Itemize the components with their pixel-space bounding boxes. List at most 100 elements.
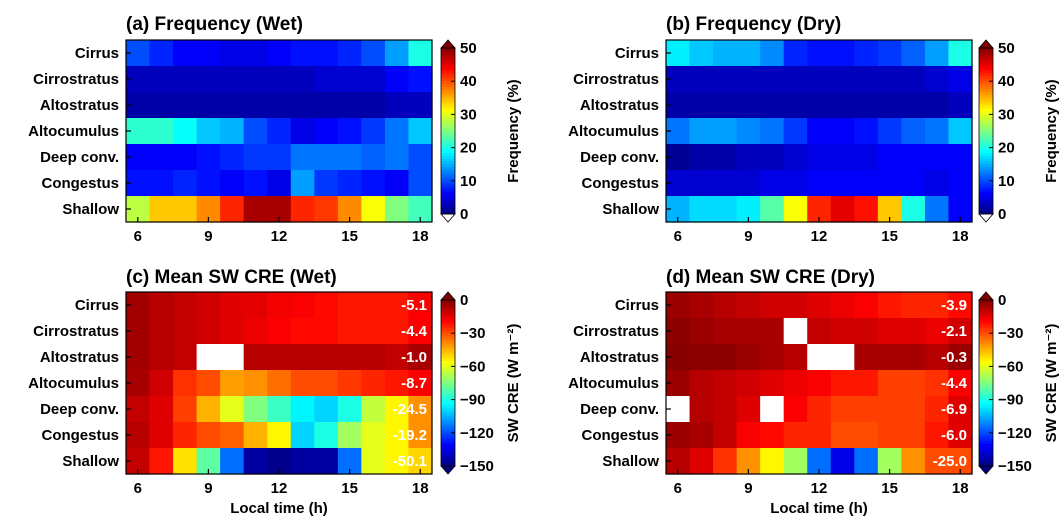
- heatmap-cell: [736, 66, 761, 93]
- colorbar-segment: [441, 191, 455, 196]
- colorbar-segment: [979, 410, 993, 415]
- colorbar-segment: [979, 369, 993, 373]
- heatmap-cell: [736, 344, 761, 371]
- heatmap-cell: [220, 118, 245, 145]
- colorbar-label: SW CRE (W m⁻²): [1043, 324, 1060, 443]
- colorbar-segment: [979, 388, 993, 392]
- heatmap-cell: [760, 40, 785, 67]
- colorbar-segment: [441, 330, 455, 334]
- heatmap-cell: [361, 292, 386, 319]
- colorbar-segment: [441, 327, 455, 332]
- heatmap-cell: [361, 196, 386, 223]
- heatmap-cell: [877, 66, 902, 93]
- heatmap-cell: [314, 92, 339, 119]
- heatmap-cell: [830, 292, 855, 319]
- heatmap-cell: [361, 118, 386, 145]
- colorbar-segment: [441, 369, 455, 373]
- colorbar-segment: [979, 202, 993, 207]
- x-tick-label: 6: [674, 228, 682, 245]
- heatmap-cell: [689, 92, 714, 119]
- heatmap-cell: [760, 118, 785, 145]
- heatmap-cell: [854, 292, 879, 319]
- heatmap-cell: [173, 40, 198, 67]
- colorbar-segment: [979, 194, 993, 198]
- colorbar-segment: [441, 150, 455, 154]
- heatmap-cell: [408, 370, 433, 397]
- colorbar-segment: [441, 308, 455, 312]
- colorbar-segment: [979, 158, 993, 163]
- heatmap-cell: [337, 92, 362, 119]
- colorbar-segment: [979, 211, 993, 215]
- colorbar-segment: [441, 430, 455, 434]
- colorbar-segment: [441, 183, 455, 187]
- heatmap-cell: [267, 344, 292, 371]
- colorbar-segment: [979, 111, 993, 115]
- colorbar-segment: [979, 103, 993, 107]
- heatmap-cell: [830, 370, 855, 397]
- heatmap-cell: [243, 344, 268, 371]
- heatmap-cell: [267, 318, 292, 345]
- heatmap-cell: [173, 318, 198, 345]
- heatmap-cell: [149, 144, 174, 171]
- colorbar-segment: [441, 56, 455, 60]
- colorbar-segment: [979, 454, 993, 459]
- heatmap-cell: [948, 370, 973, 397]
- heatmap-cell: [948, 344, 973, 371]
- heatmap-cell: [337, 40, 362, 67]
- heatmap-cell: [220, 318, 245, 345]
- heatmap-cell: [854, 344, 879, 371]
- heatmap-cell: [830, 118, 855, 145]
- colorbar-segment: [441, 48, 455, 52]
- heatmap-cell: [384, 40, 410, 67]
- colorbar-segment: [441, 61, 455, 66]
- heatmap-cell: [713, 396, 738, 423]
- colorbar-segment: [441, 72, 455, 77]
- colorbar-segment: [979, 435, 993, 439]
- colorbar-tick-label: 10: [998, 173, 1015, 190]
- heatmap-cell: [854, 66, 879, 93]
- panel-title: (b) Frequency (Dry): [666, 14, 841, 35]
- colorbar-segment: [441, 202, 455, 207]
- heatmap-cell: [243, 92, 268, 119]
- row-label: Cirrus: [75, 45, 119, 62]
- colorbar-segment: [441, 53, 455, 57]
- colorbar-segment: [441, 432, 455, 437]
- heatmap-cell: [361, 422, 386, 449]
- heatmap-cell: [337, 318, 362, 345]
- colorbar-segment: [979, 441, 993, 445]
- heatmap-cell: [736, 396, 761, 423]
- colorbar-segment: [979, 311, 993, 315]
- heatmap-cell: [290, 40, 315, 67]
- colorbar-segment: [441, 460, 455, 464]
- heatmap-cell: [290, 448, 315, 475]
- heatmap-cell: [408, 318, 433, 345]
- colorbar-segment: [441, 418, 455, 423]
- row-label: Cirrostratus: [573, 323, 659, 340]
- heatmap-cell: [290, 144, 315, 171]
- heatmap-cell: [901, 422, 926, 449]
- colorbar-segment: [979, 371, 993, 376]
- value-annotation: -25.0: [933, 453, 967, 470]
- colorbar-segment: [441, 111, 455, 115]
- heatmap-cell: [290, 396, 315, 423]
- heatmap-cell: [267, 396, 292, 423]
- heatmap-cell: [713, 196, 738, 223]
- heatmap-cell: [314, 422, 339, 449]
- colorbar-tick-label: 20: [998, 140, 1015, 157]
- colorbar: 0 10 20 30 40 50 Frequency (%): [440, 39, 522, 223]
- heatmap-cell: [220, 170, 245, 197]
- heatmap-cell: [290, 344, 315, 371]
- heatmap-cell: [384, 118, 410, 145]
- colorbar-segment: [441, 427, 455, 431]
- heatmap-cell: [901, 396, 926, 423]
- heatmap-cell: [196, 318, 221, 345]
- colorbar-segment: [441, 172, 455, 176]
- x-tick-label: 9: [744, 480, 752, 497]
- heatmap-cell: [877, 318, 902, 345]
- colorbar-segment: [441, 59, 455, 63]
- colorbar-segment: [441, 349, 455, 354]
- colorbar-segment: [979, 452, 993, 456]
- colorbar-segment: [979, 324, 993, 329]
- colorbar-segment: [441, 205, 455, 210]
- colorbar-segment: [979, 322, 993, 326]
